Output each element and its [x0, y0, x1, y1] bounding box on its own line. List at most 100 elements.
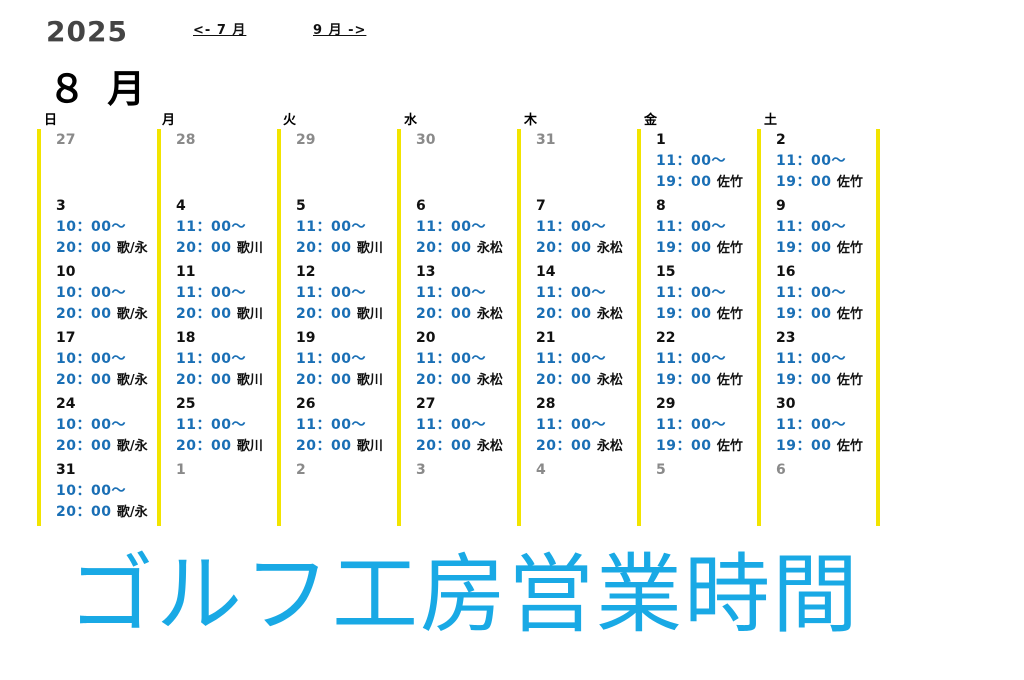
- closing-time: 20：00: [176, 372, 232, 388]
- calendar-day-cell: 26 11：00～ 20：00 歌川: [296, 393, 412, 459]
- column-divider: [37, 129, 41, 526]
- staff-name: 佐竹: [716, 307, 743, 322]
- opening-time: 11：00～: [656, 285, 726, 301]
- day-number: 29: [296, 132, 316, 148]
- calendar-day-cell: 11 11：00～ 20：00 歌川: [176, 261, 292, 327]
- calendar-day-cell: 30 11：00～ 19：00 佐竹: [776, 393, 892, 459]
- column-divider: [876, 129, 880, 526]
- day-number: 11: [176, 264, 196, 280]
- column-divider: [757, 129, 761, 526]
- calendar-day-cell: 15 11：00～ 19：00 佐竹: [656, 261, 772, 327]
- closing-time: 20：00: [416, 372, 472, 388]
- day-number: 21: [536, 330, 556, 346]
- opening-time: 11：00～: [656, 153, 726, 169]
- opening-time: 11：00～: [176, 285, 246, 301]
- closing-line: 20：00 歌川: [296, 438, 383, 455]
- weekday-header: 土: [764, 113, 778, 128]
- day-number: 3: [56, 198, 66, 214]
- staff-name: 歌川: [356, 241, 383, 256]
- opening-time: 11：00～: [536, 351, 606, 367]
- closing-line: 20：00 永松: [536, 240, 623, 257]
- closing-time: 20：00: [416, 438, 472, 454]
- closing-time: 20：00: [176, 240, 232, 256]
- calendar-day-cell: 6 11：00～ 20：00 永松: [416, 195, 532, 261]
- staff-name: 永松: [476, 241, 503, 256]
- closing-line: 20：00 歌/永: [56, 240, 148, 257]
- closing-time: 19：00: [656, 174, 712, 190]
- closing-line: 19：00 佐竹: [776, 372, 863, 389]
- day-number: 4: [176, 198, 186, 214]
- day-number: 8: [656, 198, 666, 214]
- weekday-header: 金: [644, 113, 658, 128]
- closing-time: 20：00: [296, 306, 352, 322]
- day-number: 31: [56, 462, 76, 478]
- day-number: 2: [776, 132, 786, 148]
- day-number: 16: [776, 264, 796, 280]
- staff-name: 佐竹: [836, 241, 863, 256]
- opening-time: 11：00～: [416, 219, 486, 235]
- closing-line: 20：00 歌川: [296, 372, 383, 389]
- closing-time: 19：00: [776, 306, 832, 322]
- closing-time: 20：00: [536, 306, 592, 322]
- day-number: 19: [296, 330, 316, 346]
- closing-time: 20：00: [56, 306, 112, 322]
- column-divider: [517, 129, 521, 526]
- calendar-day-cell: 24 10：00～ 20：00 歌/永: [56, 393, 172, 459]
- calendar-day-cell: 28: [176, 129, 292, 195]
- calendar-day-cell: 22 11：00～ 19：00 佐竹: [656, 327, 772, 393]
- closing-line: 20：00 歌川: [176, 372, 263, 389]
- opening-time: 10：00～: [56, 351, 126, 367]
- staff-name: 佐竹: [836, 307, 863, 322]
- opening-time: 11：00～: [776, 285, 846, 301]
- calendar-day-cell: 3 10：00～ 20：00 歌/永: [56, 195, 172, 261]
- prev-month-link[interactable]: <- 7 月: [193, 23, 247, 38]
- day-number: 10: [56, 264, 76, 280]
- banner-title: ゴルフ工房営業時間: [68, 545, 860, 645]
- month-title: ８ 月: [48, 67, 150, 111]
- day-number: 17: [56, 330, 76, 346]
- opening-time: 11：00～: [776, 351, 846, 367]
- closing-time: 19：00: [776, 174, 832, 190]
- opening-time: 11：00～: [536, 285, 606, 301]
- calendar-grid: 日月火水木金土 27 28 29 30 31 1 11：00～ 19：00 佐竹 2 11：00～ 1…: [37, 113, 892, 526]
- calendar-day-cell: 12 11：00～ 20：00 歌川: [296, 261, 412, 327]
- next-month-link[interactable]: 9 月 ->: [313, 23, 367, 38]
- column-divider: [157, 129, 161, 526]
- opening-time: 11：00～: [776, 219, 846, 235]
- calendar-day-cell: 5: [656, 459, 772, 525]
- closing-time: 20：00: [176, 438, 232, 454]
- day-number: 5: [656, 462, 666, 478]
- opening-time: 10：00～: [56, 285, 126, 301]
- calendar-day-cell: 4 11：00～ 20：00 歌川: [176, 195, 292, 261]
- day-number: 27: [56, 132, 76, 148]
- calendar-day-cell: 17 10：00～ 20：00 歌/永: [56, 327, 172, 393]
- closing-time: 20：00: [536, 240, 592, 256]
- weekday-header: 月: [162, 113, 176, 128]
- calendar-day-cell: 8 11：00～ 19：00 佐竹: [656, 195, 772, 261]
- staff-name: 佐竹: [716, 373, 743, 388]
- closing-time: 20：00: [56, 372, 112, 388]
- day-number: 1: [176, 462, 186, 478]
- closing-line: 20：00 歌/永: [56, 372, 148, 389]
- closing-line: 20：00 歌/永: [56, 306, 148, 323]
- staff-name: 永松: [476, 439, 503, 454]
- closing-line: 19：00 佐竹: [776, 174, 863, 191]
- calendar-day-cell: 23 11：00～ 19：00 佐竹: [776, 327, 892, 393]
- calendar-day-cell: 2: [296, 459, 412, 525]
- closing-line: 19：00 佐竹: [656, 240, 743, 257]
- calendar-day-cell: 27 11：00～ 20：00 永松: [416, 393, 532, 459]
- column-divider: [277, 129, 281, 526]
- staff-name: 歌川: [236, 439, 263, 454]
- day-number: 28: [176, 132, 196, 148]
- closing-line: 20：00 歌川: [176, 306, 263, 323]
- staff-name: 永松: [476, 373, 503, 388]
- day-number: 25: [176, 396, 196, 412]
- opening-time: 11：00～: [656, 219, 726, 235]
- calendar-day-cell: 5 11：00～ 20：00 歌川: [296, 195, 412, 261]
- closing-line: 20：00 歌/永: [56, 504, 148, 521]
- weekday-header: 日: [44, 113, 58, 128]
- calendar-day-cell: 30: [416, 129, 532, 195]
- day-number: 28: [536, 396, 556, 412]
- opening-time: 11：00～: [656, 417, 726, 433]
- day-number: 3: [416, 462, 426, 478]
